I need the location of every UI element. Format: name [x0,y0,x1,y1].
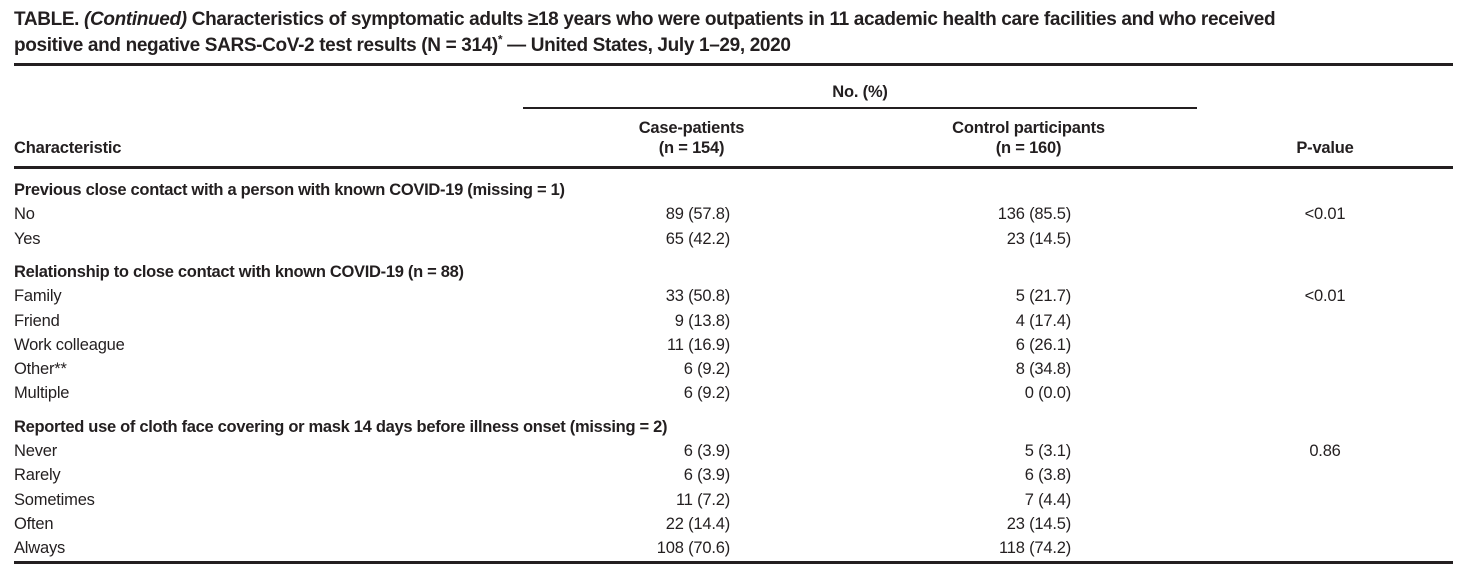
characteristics-table: No. (%) Characteristic Case-patients (n … [14,66,1453,564]
p-value [1197,227,1453,251]
row-label: Friend [14,311,60,330]
row-label: Rarely [14,466,61,485]
row-label: Family [14,287,62,306]
no-pct-group-header: No. (%) [523,66,1197,109]
case-patients-label: Case-patients [638,119,745,137]
group-header-row: No. (%) [14,66,1453,109]
row-label: Often [14,514,54,533]
control-value: 23 (14.5) [1006,229,1071,248]
table-content: TABLE. (Continued) Characteristics of sy… [14,0,1453,564]
section-header-row: Reported use of cloth face covering or m… [14,406,1453,439]
row-label: Sometimes [14,490,95,509]
case-value: 6 (3.9) [683,442,730,461]
p-value [1197,536,1453,562]
row-label: Work colleague [14,335,125,354]
p-value [1197,309,1453,333]
control-participants-n: (n = 160) [995,139,1062,157]
group-header-spacer-left [14,66,523,108]
table-row: Always 108 (70.6) 118 (74.2) [14,536,1453,562]
case-patients-column-header: Case-patients (n = 154) [523,108,860,169]
table-row: Family 33 (50.8) 5 (21.7) <0.01 [14,284,1453,308]
case-value: 9 (13.8) [674,311,730,330]
characteristic-column-header: Characteristic [14,108,523,169]
p-value [1197,333,1453,357]
p-value [1197,357,1453,381]
section-header-relationship: Relationship to close contact with known… [14,262,464,281]
control-participants-label: Control participants [952,119,1105,137]
section-header-row: Relationship to close contact with known… [14,251,1453,284]
case-value: 6 (9.2) [683,384,730,403]
case-value: 89 (57.8) [665,205,730,224]
control-value: 7 (4.4) [1024,490,1071,509]
title-continued-label: (Continued) [84,9,187,30]
table-row: Multiple 6 (9.2) 0 (0.0) [14,381,1453,405]
control-value: 23 (14.5) [1006,514,1071,533]
title-line2-date: — United States, July 1–29, 2020 [502,35,791,56]
table-header: No. (%) Characteristic Case-patients (n … [14,66,1453,169]
row-label: Never [14,442,58,461]
footnote-asterisk: * [497,32,503,47]
control-participants-column-header: Control participants (n = 160) [860,108,1197,169]
table-body: Previous close contact with a person wit… [14,168,1453,563]
p-value [1197,512,1453,536]
table-row: Never 6 (3.9) 5 (3.1) 0.86 [14,439,1453,463]
control-value: 5 (3.1) [1024,442,1071,461]
p-value: 0.86 [1309,442,1341,461]
section-header-row: Previous close contact with a person wit… [14,168,1453,203]
p-value: <0.01 [1304,287,1346,306]
table-row: Rarely 6 (3.9) 6 (3.8) [14,463,1453,487]
table-row: Work colleague 11 (16.9) 6 (26.1) [14,333,1453,357]
row-label: No [14,205,35,224]
group-header-spacer-right [1197,66,1453,108]
control-value: 136 (85.5) [997,205,1071,224]
control-value: 0 (0.0) [1024,384,1071,403]
p-value [1197,463,1453,487]
case-value: 11 (16.9) [666,335,730,354]
table-row: Often 22 (14.4) 23 (14.5) [14,512,1453,536]
case-value: 65 (42.2) [665,229,730,248]
column-header-row: Characteristic Case-patients (n = 154) C… [14,108,1453,169]
case-patients-n: (n = 154) [658,139,725,157]
table-row: Other** 6 (9.2) 8 (34.8) [14,357,1453,381]
p-value-column-header: P-value [1197,108,1453,169]
case-value: 108 (70.6) [656,539,730,558]
table-title-line2: positive and negative SARS-CoV-2 test re… [14,33,1453,59]
row-label: Yes [14,229,41,248]
case-value: 33 (50.8) [665,287,730,306]
p-value [1197,381,1453,405]
control-value: 6 (26.1) [1015,335,1071,354]
table-title-line1: TABLE. (Continued) Characteristics of sy… [14,7,1453,33]
case-value: 6 (9.2) [683,360,730,379]
control-value: 4 (17.4) [1015,311,1071,330]
table-row: No 89 (57.8) 136 (85.5) <0.01 [14,202,1453,226]
table-row: Sometimes 11 (7.2) 7 (4.4) [14,488,1453,512]
p-value [1197,488,1453,512]
case-value: 6 (3.9) [683,466,730,485]
row-label: Always [14,539,66,558]
control-value: 8 (34.8) [1015,360,1071,379]
p-value: <0.01 [1304,205,1346,224]
title-line2-text: positive and negative SARS-CoV-2 test re… [14,35,498,56]
control-value: 5 (21.7) [1015,287,1071,306]
control-value: 118 (74.2) [999,539,1071,558]
case-value: 11 (7.2) [675,490,730,509]
section-header-mask-use: Reported use of cloth face covering or m… [14,417,668,436]
title-table-label: TABLE. [14,9,85,30]
table-row: Yes 65 (42.2) 23 (14.5) [14,227,1453,251]
table-title: TABLE. (Continued) Characteristics of sy… [14,0,1453,66]
row-label: Multiple [14,384,70,403]
control-value: 6 (3.8) [1024,466,1071,485]
case-value: 22 (14.4) [665,514,730,533]
section-header-previous-close-contact: Previous close contact with a person wit… [14,181,565,199]
table-row: Friend 9 (13.8) 4 (17.4) [14,309,1453,333]
title-line1-text: Characteristics of symptomatic adults ≥1… [186,9,1276,30]
row-label: Other** [14,360,67,379]
